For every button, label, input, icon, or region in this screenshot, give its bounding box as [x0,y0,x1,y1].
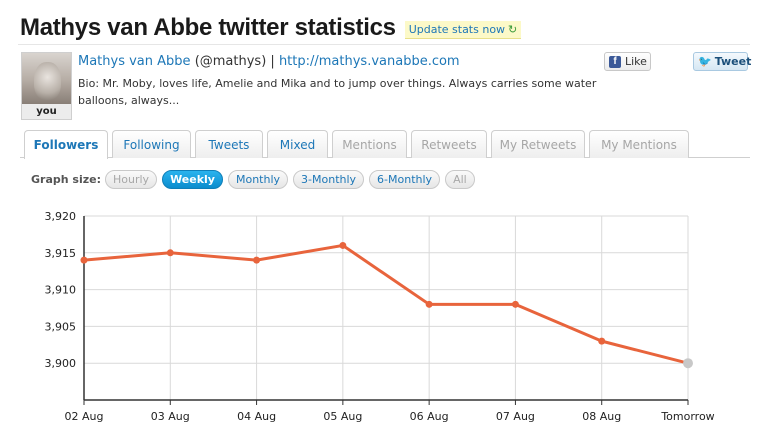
x-tick-label: 04 Aug [237,410,276,423]
profile-name-link[interactable]: Mathys van Abbe [78,54,191,69]
profile-handle: (@mathys) [194,54,267,69]
followers-chart: 3,920 3,915 3,910 3,905 3,900 02 Aug 03 Aug 04 … [45,210,715,423]
bio-line-1: Bio: Mr. Moby, loves life, Amelie and Mi… [78,77,597,90]
x-tick-label: 02 Aug [65,410,104,423]
x-tick-label: Tomorrow [660,410,714,423]
data-point[interactable] [253,256,261,264]
graph-size-6-monthly[interactable]: 6-Monthly [369,170,441,189]
title-row: Mathys van Abbe twitter statistics Updat… [20,14,522,42]
data-point[interactable] [425,300,433,308]
y-tick-label: 3,915 [45,247,77,260]
data-point[interactable] [598,337,606,345]
facebook-icon: f [609,55,621,68]
tweet-button[interactable]: 🐦 Tweet [693,52,751,71]
tab-mixed[interactable]: Mixed [267,130,328,158]
facebook-like-button[interactable]: f Like [604,52,651,71]
y-tick-label: 3,900 [45,357,77,370]
profile-text: Mathys van Abbe (@mathys) | http://mathy… [78,54,598,109]
tab-mentions[interactable]: Mentions [332,130,407,158]
tab-my-mentions[interactable]: My Mentions [589,130,689,158]
update-stats-button[interactable]: Update stats now ↻ [404,21,522,39]
update-stats-label: Update stats now [408,23,506,36]
like-label: Like [625,55,647,68]
tab-my-retweets[interactable]: My Retweets [491,130,585,158]
profile-url-link[interactable]: http://mathys.vanabbe.com [278,54,460,69]
avatar-face-image [34,62,61,100]
graph-size-weekly[interactable]: Weekly [162,170,223,189]
page-title: Mathys van Abbe twitter statistics [20,14,396,41]
y-tick-label: 3,920 [45,210,77,223]
tab-following[interactable]: Following [112,130,191,158]
profile-separator: | [270,54,275,69]
data-point[interactable] [80,256,88,264]
profile-line: Mathys van Abbe (@mathys) | http://mathy… [78,54,598,69]
graph-size-3-monthly[interactable]: 3-Monthly [293,170,365,189]
tab-followers[interactable]: Followers [24,130,108,159]
x-tick-label: 08 Aug [582,410,621,423]
data-point[interactable] [511,300,519,308]
tab-tweets[interactable]: Tweets [195,130,263,158]
graph-size-label: Graph size: [31,173,101,186]
data-point[interactable] [166,249,174,257]
avatar-label: you [22,104,71,119]
tweet-label: Tweet [714,55,752,68]
y-tick-label: 3,905 [45,320,77,333]
profile-bio: Bio: Mr. Moby, loves life, Amelie and Mi… [78,75,598,109]
graph-size-selector: Graph size: Hourly Weekly Monthly 3-Mont… [31,170,480,189]
stats-tabs: Followers Following Tweets Mixed Mention… [20,130,750,159]
profile-section: you Mathys van Abbe (@mathys) | http://m… [18,44,751,120]
x-tick-label: 07 Aug [496,410,535,423]
refresh-icon: ↻ [508,23,518,36]
x-tick-label: 05 Aug [323,410,362,423]
data-point[interactable] [339,241,347,249]
tab-retweets[interactable]: Retweets [411,130,487,158]
graph-size-all[interactable]: All [445,170,475,189]
twitter-bird-icon: 🐦 [698,55,712,68]
data-point-projection[interactable] [683,358,693,369]
followers-series-line [83,243,689,365]
graph-size-monthly[interactable]: Monthly [227,170,289,189]
y-tick-label: 3,910 [45,284,77,297]
x-tick-label: 06 Aug [410,410,449,423]
avatar[interactable]: you [21,52,72,120]
bio-line-2: balloons, always... [78,94,180,107]
x-tick-label: 03 Aug [151,410,190,423]
graph-size-hourly[interactable]: Hourly [105,170,158,189]
